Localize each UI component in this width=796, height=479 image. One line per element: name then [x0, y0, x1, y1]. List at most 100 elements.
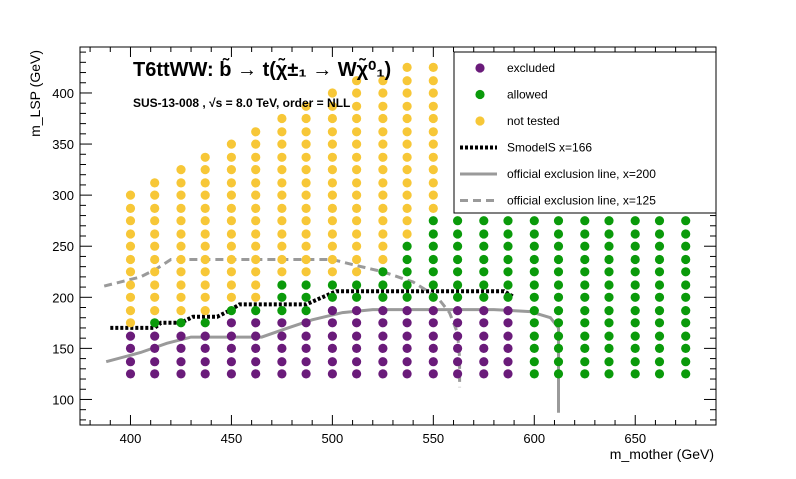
- data-point: [176, 267, 186, 277]
- data-point: [327, 343, 337, 353]
- data-point: [200, 318, 210, 328]
- data-point: [125, 229, 136, 239]
- data-point: [479, 254, 489, 265]
- data-point: [428, 267, 438, 277]
- data-point: [428, 190, 438, 200]
- y-tick-label: 150: [52, 341, 74, 356]
- data-point: [402, 369, 412, 379]
- data-point: [453, 331, 463, 341]
- data-point: [479, 292, 489, 302]
- data-point: [226, 280, 236, 290]
- data-point: [301, 369, 311, 379]
- data-point: [125, 203, 136, 213]
- data-point: [226, 318, 236, 328]
- data-point: [327, 113, 337, 124]
- data-point: [277, 152, 287, 162]
- legend-label: official exclusion line, x=125: [507, 194, 656, 208]
- data-point: [301, 190, 311, 200]
- data-point: [630, 318, 640, 328]
- data-point: [402, 113, 412, 124]
- data-point: [580, 229, 590, 239]
- data-point: [352, 280, 362, 290]
- data-point: [226, 343, 236, 353]
- data-points: [125, 62, 691, 379]
- data-point: [479, 241, 489, 251]
- chart-subtitle: SUS-13-008 , √s = 8.0 TeV, order = NLL: [133, 96, 350, 110]
- data-point: [352, 306, 362, 316]
- data-point: [604, 292, 614, 302]
- legend: excluded allowed not tested SmodelS x=166 of…: [453, 51, 717, 214]
- data-point: [200, 267, 210, 277]
- data-point: [681, 357, 691, 367]
- data-point: [604, 343, 614, 353]
- data-point: [479, 267, 489, 277]
- data-point: [301, 254, 311, 265]
- data-point: [352, 216, 362, 226]
- data-point: [176, 369, 186, 379]
- data-point: [150, 267, 160, 277]
- data-point: [352, 357, 362, 367]
- data-point: [428, 62, 438, 72]
- data-point: [378, 88, 388, 98]
- data-point: [604, 306, 614, 316]
- data-point: [402, 190, 412, 200]
- data-point: [453, 318, 463, 328]
- data-point: [402, 229, 412, 239]
- data-point: [529, 292, 539, 302]
- data-point: [277, 241, 287, 251]
- data-point: [176, 318, 186, 328]
- data-point: [277, 229, 287, 239]
- data-point: [352, 292, 362, 302]
- data-point: [402, 101, 412, 111]
- data-point: [453, 280, 463, 290]
- data-point: [402, 357, 412, 367]
- data-point: [176, 216, 186, 226]
- data-point: [681, 216, 691, 226]
- data-point: [226, 152, 236, 162]
- data-point: [503, 331, 513, 341]
- data-point: [200, 343, 210, 353]
- data-point: [125, 190, 136, 200]
- data-point: [654, 254, 665, 265]
- data-point: [580, 369, 590, 379]
- data-point: [453, 369, 463, 379]
- data-point: [428, 165, 438, 175]
- data-point: [580, 357, 590, 367]
- data-point: [428, 318, 438, 328]
- x-axis-label: m_mother (GeV): [610, 446, 714, 462]
- data-point: [150, 216, 160, 226]
- data-point: [176, 190, 186, 200]
- y-tick-label: 200: [52, 290, 74, 305]
- data-point: [479, 369, 489, 379]
- data-point: [200, 165, 210, 175]
- data-point: [176, 292, 186, 302]
- data-point: [402, 241, 412, 251]
- data-point: [150, 178, 160, 188]
- data-point: [402, 127, 412, 137]
- data-point: [301, 101, 311, 111]
- data-point: [654, 343, 665, 353]
- legend-marker: [475, 116, 485, 126]
- data-point: [125, 369, 136, 379]
- data-point: [352, 229, 362, 239]
- legend-label: not tested: [507, 114, 560, 128]
- data-point: [402, 318, 412, 328]
- data-point: [251, 190, 261, 200]
- data-point: [301, 178, 311, 188]
- data-point: [604, 267, 614, 277]
- data-point: [277, 357, 287, 367]
- data-point: [378, 76, 388, 86]
- data-point: [150, 280, 160, 290]
- data-point: [580, 306, 590, 316]
- data-point: [402, 306, 412, 316]
- x-tick-label: 600: [523, 431, 545, 446]
- data-point: [453, 267, 463, 277]
- data-point: [580, 241, 590, 251]
- data-point: [251, 254, 261, 265]
- data-point: [529, 280, 539, 290]
- data-point: [402, 331, 412, 341]
- data-point: [428, 292, 438, 302]
- data-point: [226, 190, 236, 200]
- data-point: [428, 113, 438, 124]
- data-point: [176, 203, 186, 213]
